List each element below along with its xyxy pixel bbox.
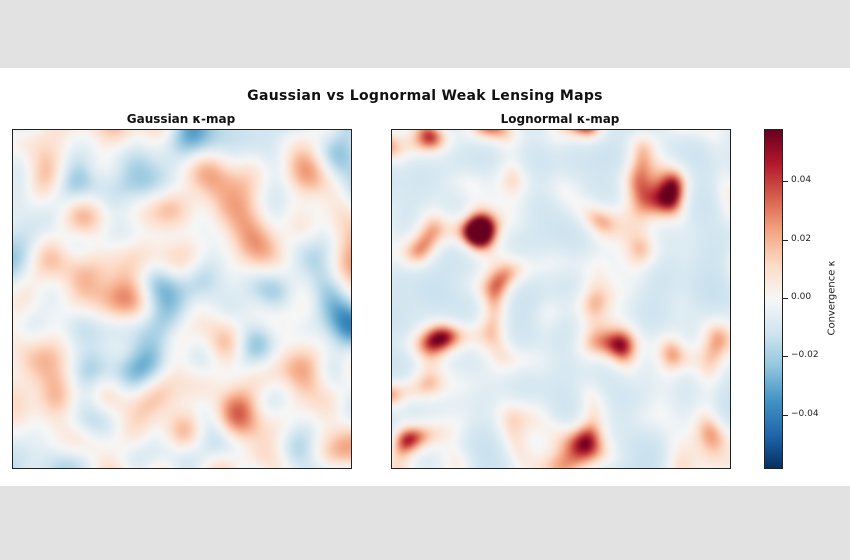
colorbar-tick	[783, 239, 788, 241]
lognormal-panel-title: Lognormal κ-map	[500, 112, 620, 126]
colorbar-tick-label: 0.02	[791, 233, 812, 244]
colorbar-tick-label: 0.04	[791, 175, 812, 186]
bottom-margin	[0, 486, 850, 560]
lognormal-kappa-map	[391, 129, 731, 469]
gaussian-heatmap-canvas	[13, 130, 351, 468]
colorbar-tick	[783, 356, 788, 358]
colorbar-tick-label: 0.00	[791, 292, 812, 302]
figure-title: Gaussian vs Lognormal Weak Lensing Maps	[247, 88, 603, 104]
colorbar-tick-label: −0.02	[791, 350, 819, 361]
figure: Gaussian vs Lognormal Weak Lensing Maps …	[0, 68, 850, 486]
gaussian-panel-title: Gaussian κ-map	[126, 112, 236, 126]
colorbar-tick-label: −0.04	[791, 408, 819, 419]
colorbar-label: Convergence κ	[826, 260, 838, 336]
colorbar-tick	[783, 298, 788, 299]
colorbar-tick	[783, 414, 788, 416]
lognormal-heatmap-canvas	[392, 130, 730, 468]
colorbar-tick	[783, 181, 788, 183]
gaussian-kappa-map	[12, 129, 352, 469]
top-margin	[0, 0, 850, 68]
colorbar	[764, 129, 783, 469]
